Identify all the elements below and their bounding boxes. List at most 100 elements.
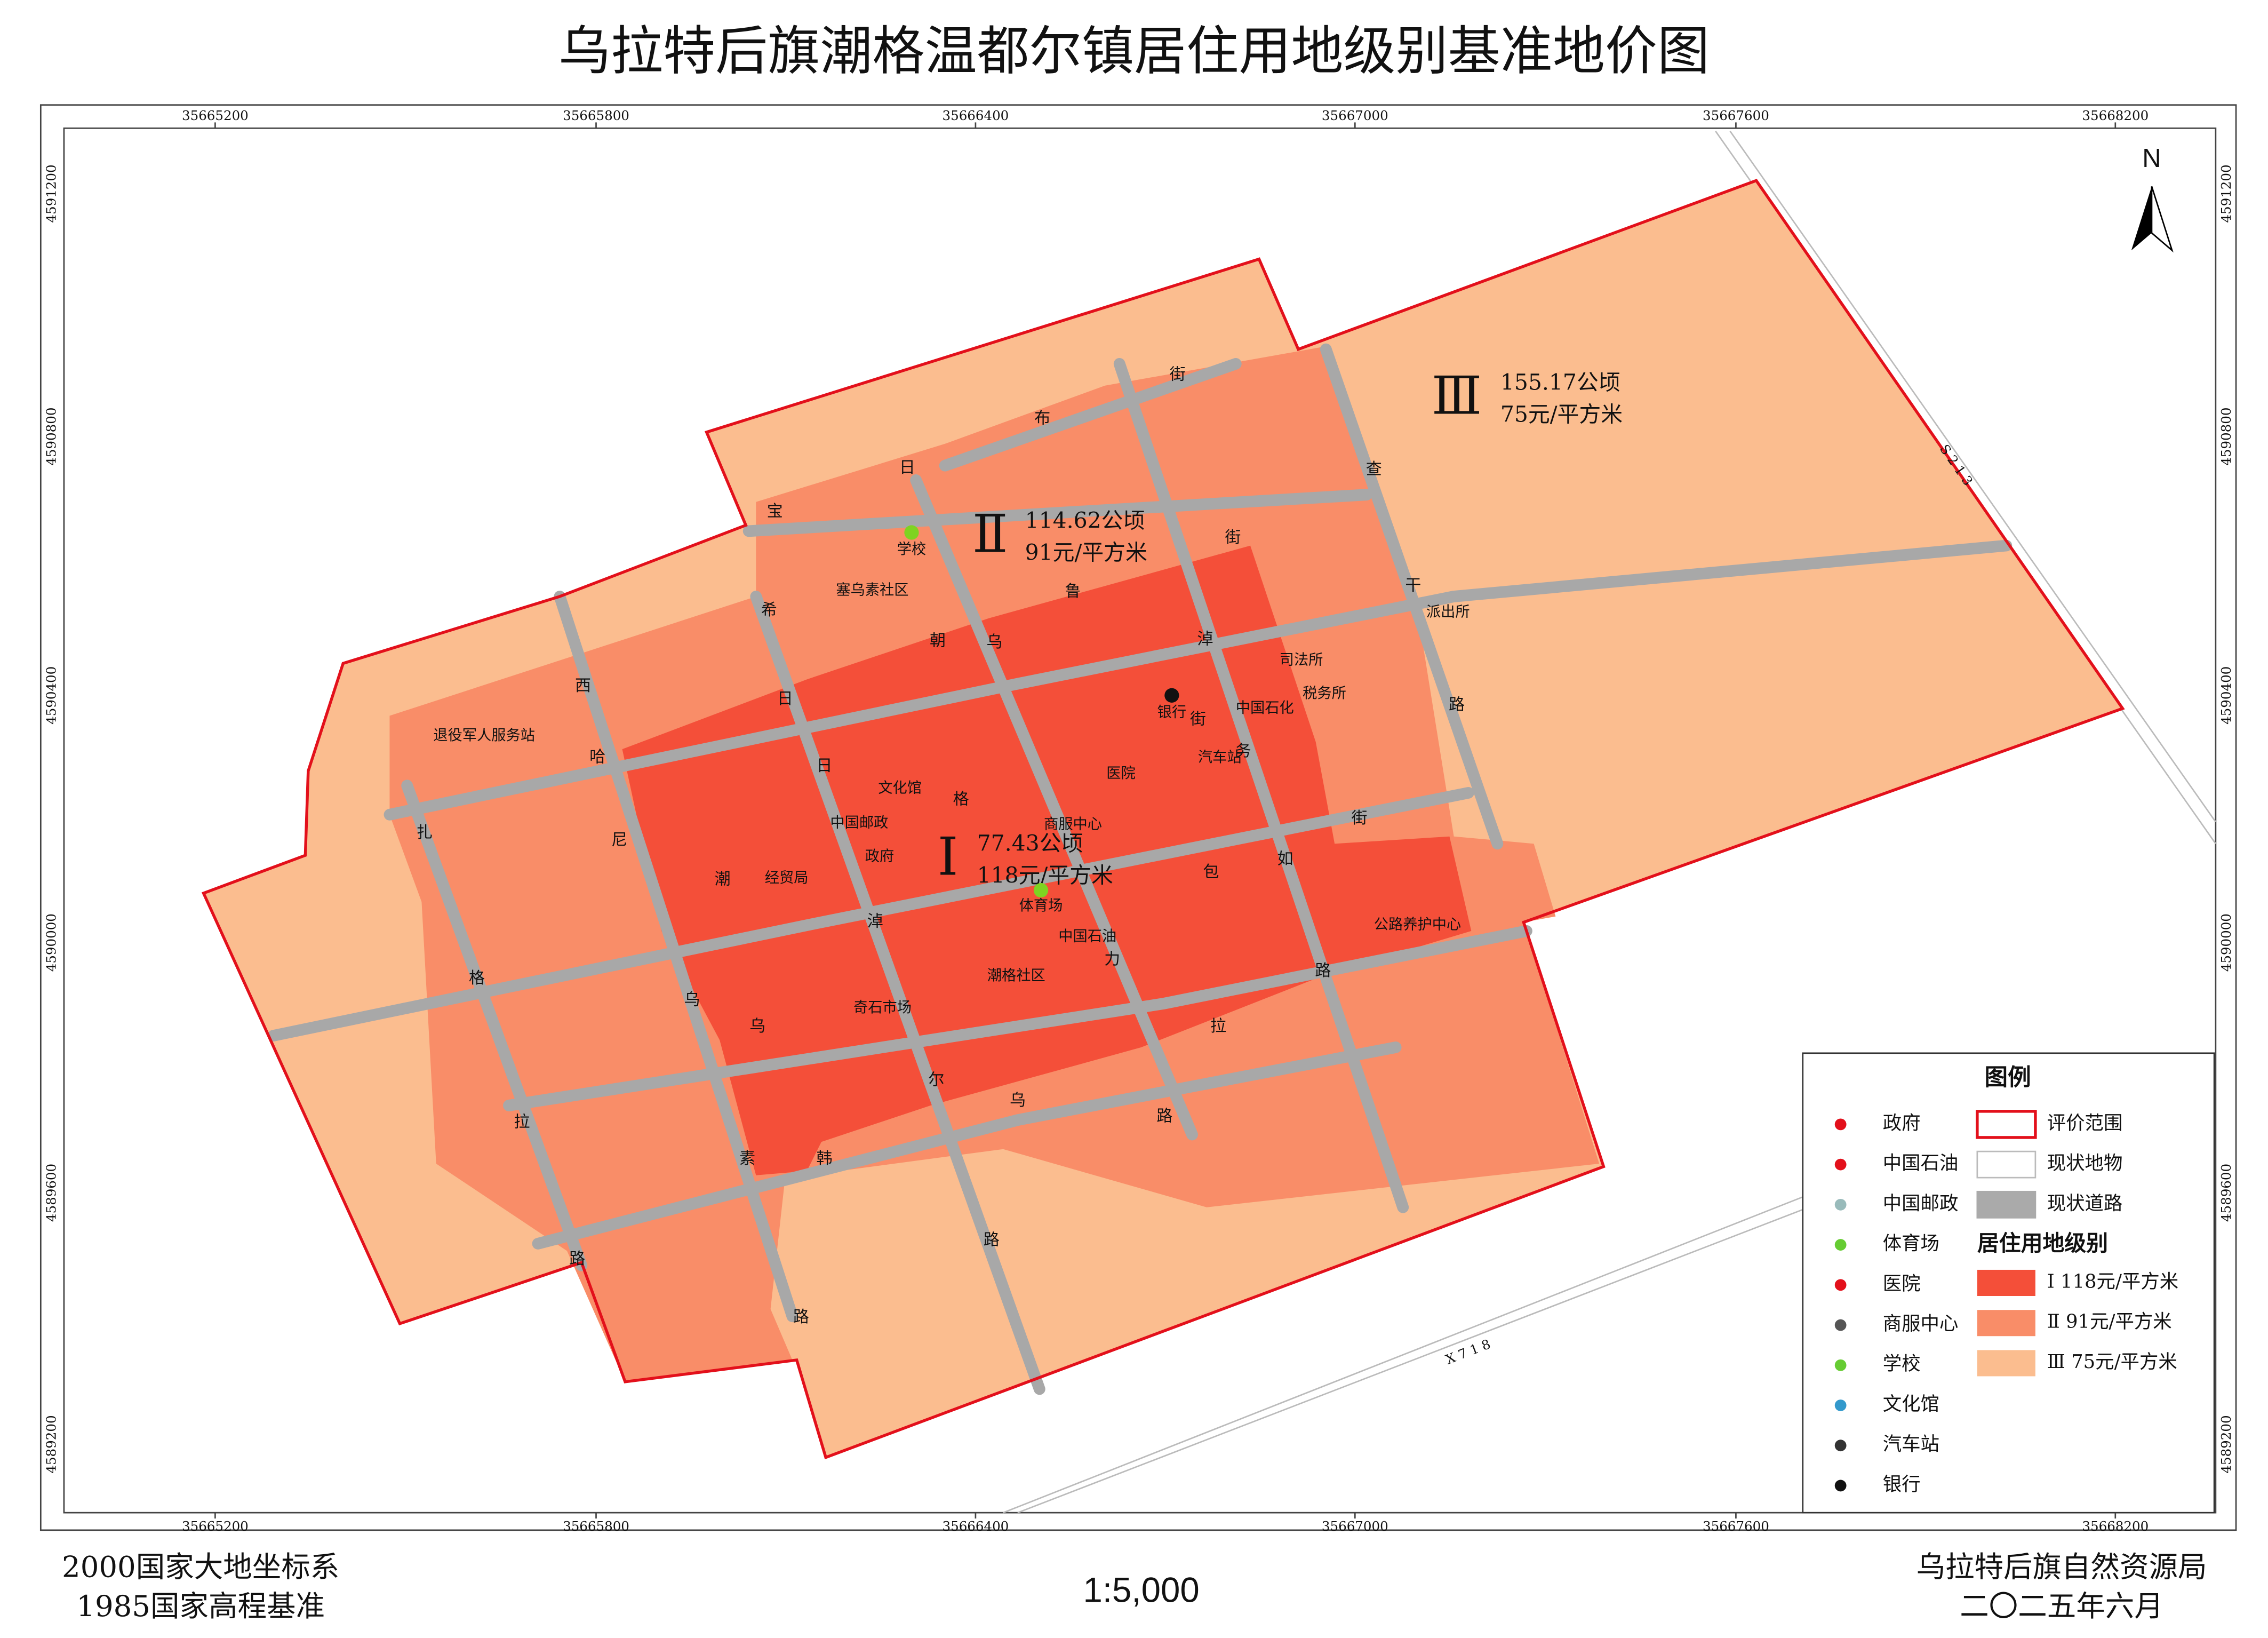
- street-char: 淖: [867, 912, 883, 931]
- y-coordinate-left: 4590800: [44, 408, 59, 466]
- map-title: 乌拉特后旗潮格温都尔镇居住用地级别基准地价图: [558, 21, 1710, 82]
- place-label: 学校: [897, 541, 927, 558]
- street-char: 拉: [514, 1113, 530, 1132]
- legend-symbol-label: 政府: [1883, 1112, 1921, 1134]
- legend-layer-label: 现状道路: [2047, 1192, 2123, 1214]
- legend-layer-label: 现状地物: [2047, 1152, 2123, 1174]
- y-coordinate-right: 4591200: [2218, 164, 2234, 222]
- legend-symbol-label: 中国邮政: [1883, 1192, 1959, 1214]
- street-char: 哈: [589, 748, 605, 767]
- road: [267, 787, 1474, 1042]
- road: [401, 780, 588, 1271]
- legend-symbol-label: 中国石油: [1883, 1152, 1959, 1174]
- legend-class-label: Ⅲ 75元/平方米: [2047, 1351, 2177, 1373]
- place-icon: [904, 525, 919, 540]
- street-char: 尼: [611, 831, 627, 849]
- legend-layer-swatch: [1976, 1150, 2037, 1179]
- zone-area: 77.43公顷: [977, 831, 1083, 856]
- street-char: 路: [569, 1250, 585, 1268]
- legend-class-label: Ⅱ 91元/平方米: [2047, 1311, 2172, 1333]
- legend-symbol: [1834, 1158, 1847, 1171]
- street-char: 街: [1170, 365, 1186, 384]
- place-label: 塞乌素社区: [836, 582, 908, 599]
- street-char: 韩: [816, 1149, 832, 1168]
- x-coordinate-bottom: 35666400: [943, 1518, 1009, 1534]
- street-char: 路: [1156, 1107, 1172, 1126]
- place-label: 奇石市场: [853, 999, 912, 1016]
- road: [1113, 357, 1409, 1213]
- legend-symbol: [1834, 1198, 1847, 1211]
- road: [910, 474, 1198, 1141]
- street-char: 务: [1235, 742, 1251, 761]
- street-char: 鲁: [1065, 582, 1081, 601]
- street-char: 街: [1190, 710, 1206, 729]
- y-coordinate-left: 4589200: [44, 1415, 59, 1473]
- legend-layer-swatch: [1976, 1190, 2037, 1219]
- street-char: 查: [1366, 460, 1382, 479]
- place-icon: [1164, 688, 1179, 703]
- zone-area: 155.17公顷: [1500, 370, 1620, 395]
- legend-class-swatch: [1977, 1310, 2035, 1337]
- road: [750, 591, 1045, 1395]
- place-label: 中国邮政: [830, 815, 888, 831]
- street-char: 乌: [1010, 1091, 1026, 1110]
- zone-numeral: Ⅲ: [1432, 366, 1482, 427]
- street-char: 乌: [684, 991, 700, 1009]
- footer-height: 1985国家高程基准: [76, 1589, 325, 1623]
- street-char: 扎: [417, 823, 433, 842]
- highway-s213-edge: [1729, 130, 2216, 823]
- y-coordinate-right: 4589600: [2218, 1164, 2234, 1222]
- y-coordinate-right: 4590000: [2218, 913, 2234, 972]
- legend-symbol-label: 体育场: [1883, 1233, 1939, 1254]
- street-char: 日: [899, 458, 915, 477]
- legend-symbol-label: 学校: [1883, 1353, 1921, 1375]
- place-label: 汽车站: [1198, 749, 1242, 766]
- zone-price: 75元/平方米: [1500, 401, 1623, 427]
- inner-frame: [63, 127, 2217, 1514]
- zone-price: 91元/平方米: [1025, 539, 1147, 565]
- legend-class-swatch: [1977, 1269, 2035, 1297]
- street-char: 乌: [749, 1017, 765, 1036]
- x-coordinate-bottom: 35667000: [1322, 1518, 1388, 1534]
- x-coordinate-top: 35665800: [563, 108, 629, 123]
- legend-symbol: [1834, 1118, 1847, 1131]
- legend-symbol-label: 商服中心: [1883, 1313, 1959, 1335]
- roads: [267, 343, 2013, 1395]
- place-label: 医院: [1106, 765, 1136, 782]
- y-coordinate-left: 4589600: [44, 1164, 59, 1222]
- y-coordinate-right: 4590400: [2218, 666, 2234, 725]
- x-coordinate-top: 35668200: [2082, 108, 2149, 123]
- road: [742, 489, 1373, 537]
- north-arrow-right: [2151, 186, 2174, 253]
- x-coordinate-bottom: 35665800: [563, 1518, 629, 1534]
- street-char: 如: [1277, 849, 1293, 868]
- legend-title: 图例: [1985, 1064, 2031, 1091]
- street-char: 希: [761, 601, 777, 619]
- street-char: 干: [1405, 576, 1421, 595]
- street-char: 尔: [928, 1071, 944, 1090]
- place-label: 中国石化: [1236, 699, 1294, 716]
- street-char: 路: [1449, 695, 1465, 714]
- place-label: 政府: [865, 848, 895, 864]
- footer-datum: 2000国家大地坐标系: [62, 1549, 339, 1584]
- y-coordinate-left: 4590400: [44, 666, 59, 725]
- street-char: 路: [793, 1308, 809, 1326]
- zone-numeral: Ⅰ: [938, 827, 959, 888]
- y-coordinate-right: 4590800: [2218, 408, 2234, 466]
- legend-symbol: [1834, 1359, 1847, 1371]
- street-char: 淖: [1197, 630, 1213, 649]
- legend-class-title: 居住用地级别: [1977, 1230, 2108, 1256]
- legend-symbol: [1834, 1239, 1847, 1251]
- zone-one: [622, 545, 1472, 1175]
- street-char: 路: [1315, 961, 1331, 980]
- legend-symbol-label: 银行: [1883, 1473, 1921, 1495]
- highway-x718: [1017, 1192, 1847, 1514]
- place-label: 潮格社区: [987, 967, 1045, 984]
- north-label: N: [2142, 144, 2161, 173]
- zone-numeral: Ⅱ: [972, 504, 1008, 564]
- street-char: 潮: [715, 870, 731, 888]
- y-coordinate-left: 4590000: [44, 913, 59, 972]
- evaluation-boundary: [201, 179, 2125, 1460]
